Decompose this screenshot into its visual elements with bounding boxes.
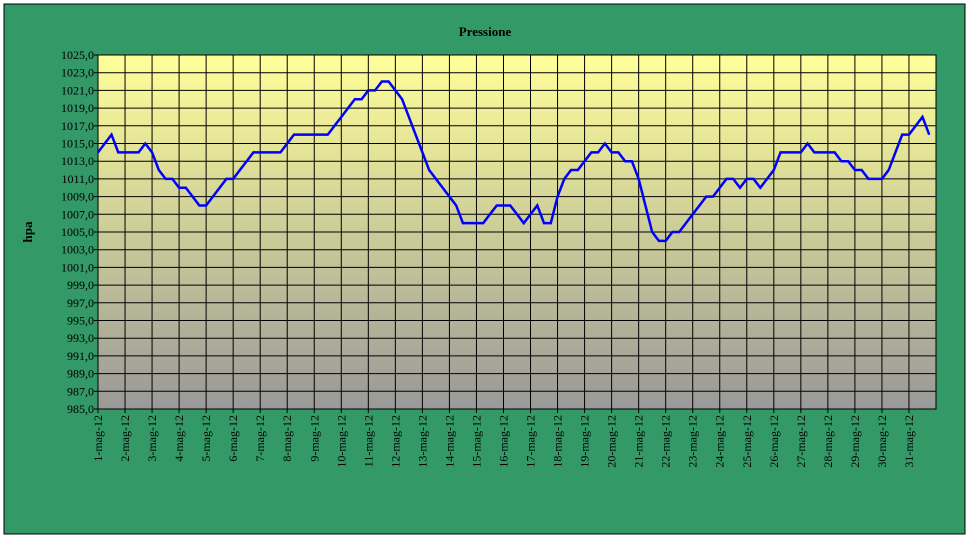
y-tick-label: 991,0 bbox=[67, 349, 94, 363]
x-tick-label: 16-mag-12 bbox=[496, 415, 510, 468]
y-tick-label: 1013,0 bbox=[61, 154, 94, 168]
y-tick-label: 1025,0 bbox=[61, 48, 94, 62]
x-tick-label: 24-mag-12 bbox=[713, 415, 727, 468]
x-tick-label: 6-mag-12 bbox=[226, 415, 240, 462]
x-tick-label: 29-mag-12 bbox=[848, 415, 862, 468]
y-tick-label: 999,0 bbox=[67, 278, 94, 292]
x-tick-label: 13-mag-12 bbox=[415, 415, 429, 468]
x-tick-label: 1-mag-12 bbox=[91, 415, 105, 462]
y-tick-label: 995,0 bbox=[67, 314, 94, 328]
x-tick-label: 31-mag-12 bbox=[902, 415, 916, 468]
y-tick-label: 1017,0 bbox=[61, 119, 94, 133]
x-tick-label: 21-mag-12 bbox=[632, 415, 646, 468]
x-tick-label: 23-mag-12 bbox=[686, 415, 700, 468]
x-tick-label: 4-mag-12 bbox=[172, 415, 186, 462]
y-tick-label: 1011,0 bbox=[61, 172, 94, 186]
x-tick-label: 8-mag-12 bbox=[280, 415, 294, 462]
x-tick-label: 10-mag-12 bbox=[334, 415, 348, 468]
series-line bbox=[97, 80, 931, 243]
y-tick-label: 1007,0 bbox=[61, 207, 94, 221]
x-tick-label: 30-mag-12 bbox=[875, 415, 889, 468]
x-tick-label: 26-mag-12 bbox=[767, 415, 781, 468]
x-tick-label: 7-mag-12 bbox=[253, 415, 267, 462]
x-tick-label: 14-mag-12 bbox=[442, 415, 456, 468]
y-tick-label: 1015,0 bbox=[61, 137, 94, 151]
x-tick-label: 2-mag-12 bbox=[118, 415, 132, 462]
x-tick-label: 27-mag-12 bbox=[794, 415, 808, 468]
y-tick-label: 1021,0 bbox=[61, 83, 94, 97]
x-tick-label: 17-mag-12 bbox=[524, 415, 538, 468]
y-tick-label: 1003,0 bbox=[61, 243, 94, 257]
y-axis-label: hpa bbox=[20, 221, 35, 242]
x-tick-label: 15-mag-12 bbox=[469, 415, 483, 468]
y-tick-label: 987,0 bbox=[67, 384, 94, 398]
y-tick-label: 1009,0 bbox=[61, 190, 94, 204]
x-tick-label: 20-mag-12 bbox=[605, 415, 619, 468]
x-tick-label: 18-mag-12 bbox=[551, 415, 565, 468]
y-tick-label: 989,0 bbox=[67, 367, 94, 381]
x-tick-label: 28-mag-12 bbox=[821, 415, 835, 468]
y-tick-label: 1001,0 bbox=[61, 260, 94, 274]
x-tick-label: 9-mag-12 bbox=[307, 415, 321, 462]
x-tick-label: 12-mag-12 bbox=[388, 415, 402, 468]
y-tick-label: 985,0 bbox=[67, 402, 94, 416]
x-tick-label: 5-mag-12 bbox=[199, 415, 213, 462]
y-tick-label: 1005,0 bbox=[61, 225, 94, 239]
y-tick-label: 1023,0 bbox=[61, 66, 94, 80]
chart-title: Pressione bbox=[459, 24, 512, 39]
y-tick-label: 1019,0 bbox=[61, 101, 94, 115]
x-tick-label: 11-mag-12 bbox=[361, 415, 375, 467]
x-tick-label: 25-mag-12 bbox=[740, 415, 754, 468]
y-tick-label: 997,0 bbox=[67, 296, 94, 310]
y-tick-label: 993,0 bbox=[67, 331, 94, 345]
x-tick-label: 19-mag-12 bbox=[578, 415, 592, 468]
x-tick-label: 22-mag-12 bbox=[659, 415, 673, 468]
x-tick-label: 3-mag-12 bbox=[145, 415, 159, 462]
